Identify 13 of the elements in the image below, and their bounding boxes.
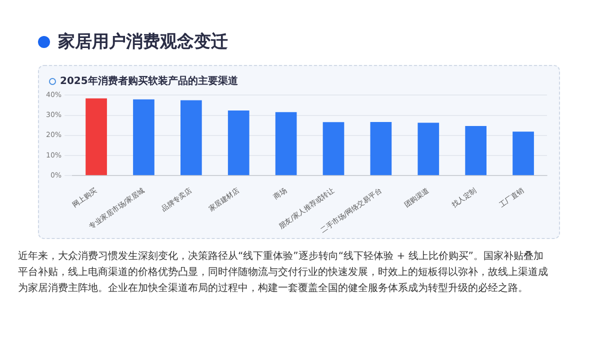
bar: [180, 100, 202, 176]
chart-title: 家居用户消费观念变迁: [58, 31, 228, 53]
bar: [370, 122, 392, 176]
bar: [133, 99, 154, 176]
bar: [465, 126, 487, 176]
bar: [322, 122, 344, 176]
bar: [86, 98, 107, 176]
chart-subtitle: 2025年消费者购买软装产品的主要渠道: [60, 74, 238, 88]
bar: [228, 110, 250, 176]
bar: [275, 112, 297, 176]
text: 近年来，大众消费习惯发生深刻变化，决策路径从“线下重体验”逐步转向“线下轻体验 + 线上比价购买”。国家补贴叠加平台补贴，线上电商渠道的价格优势凸显，同时伴随物流与交付行业的快速发展，时效上的短板得以弥补，故线上渠道成为家居消费主阵地。企业在加快全渠道布局的过程中，构建一套覆盖全国的健全服务体系成为转型升级的必经之路。: [18, 250, 549, 296]
bar: [512, 132, 534, 176]
bar: [418, 122, 440, 176]
